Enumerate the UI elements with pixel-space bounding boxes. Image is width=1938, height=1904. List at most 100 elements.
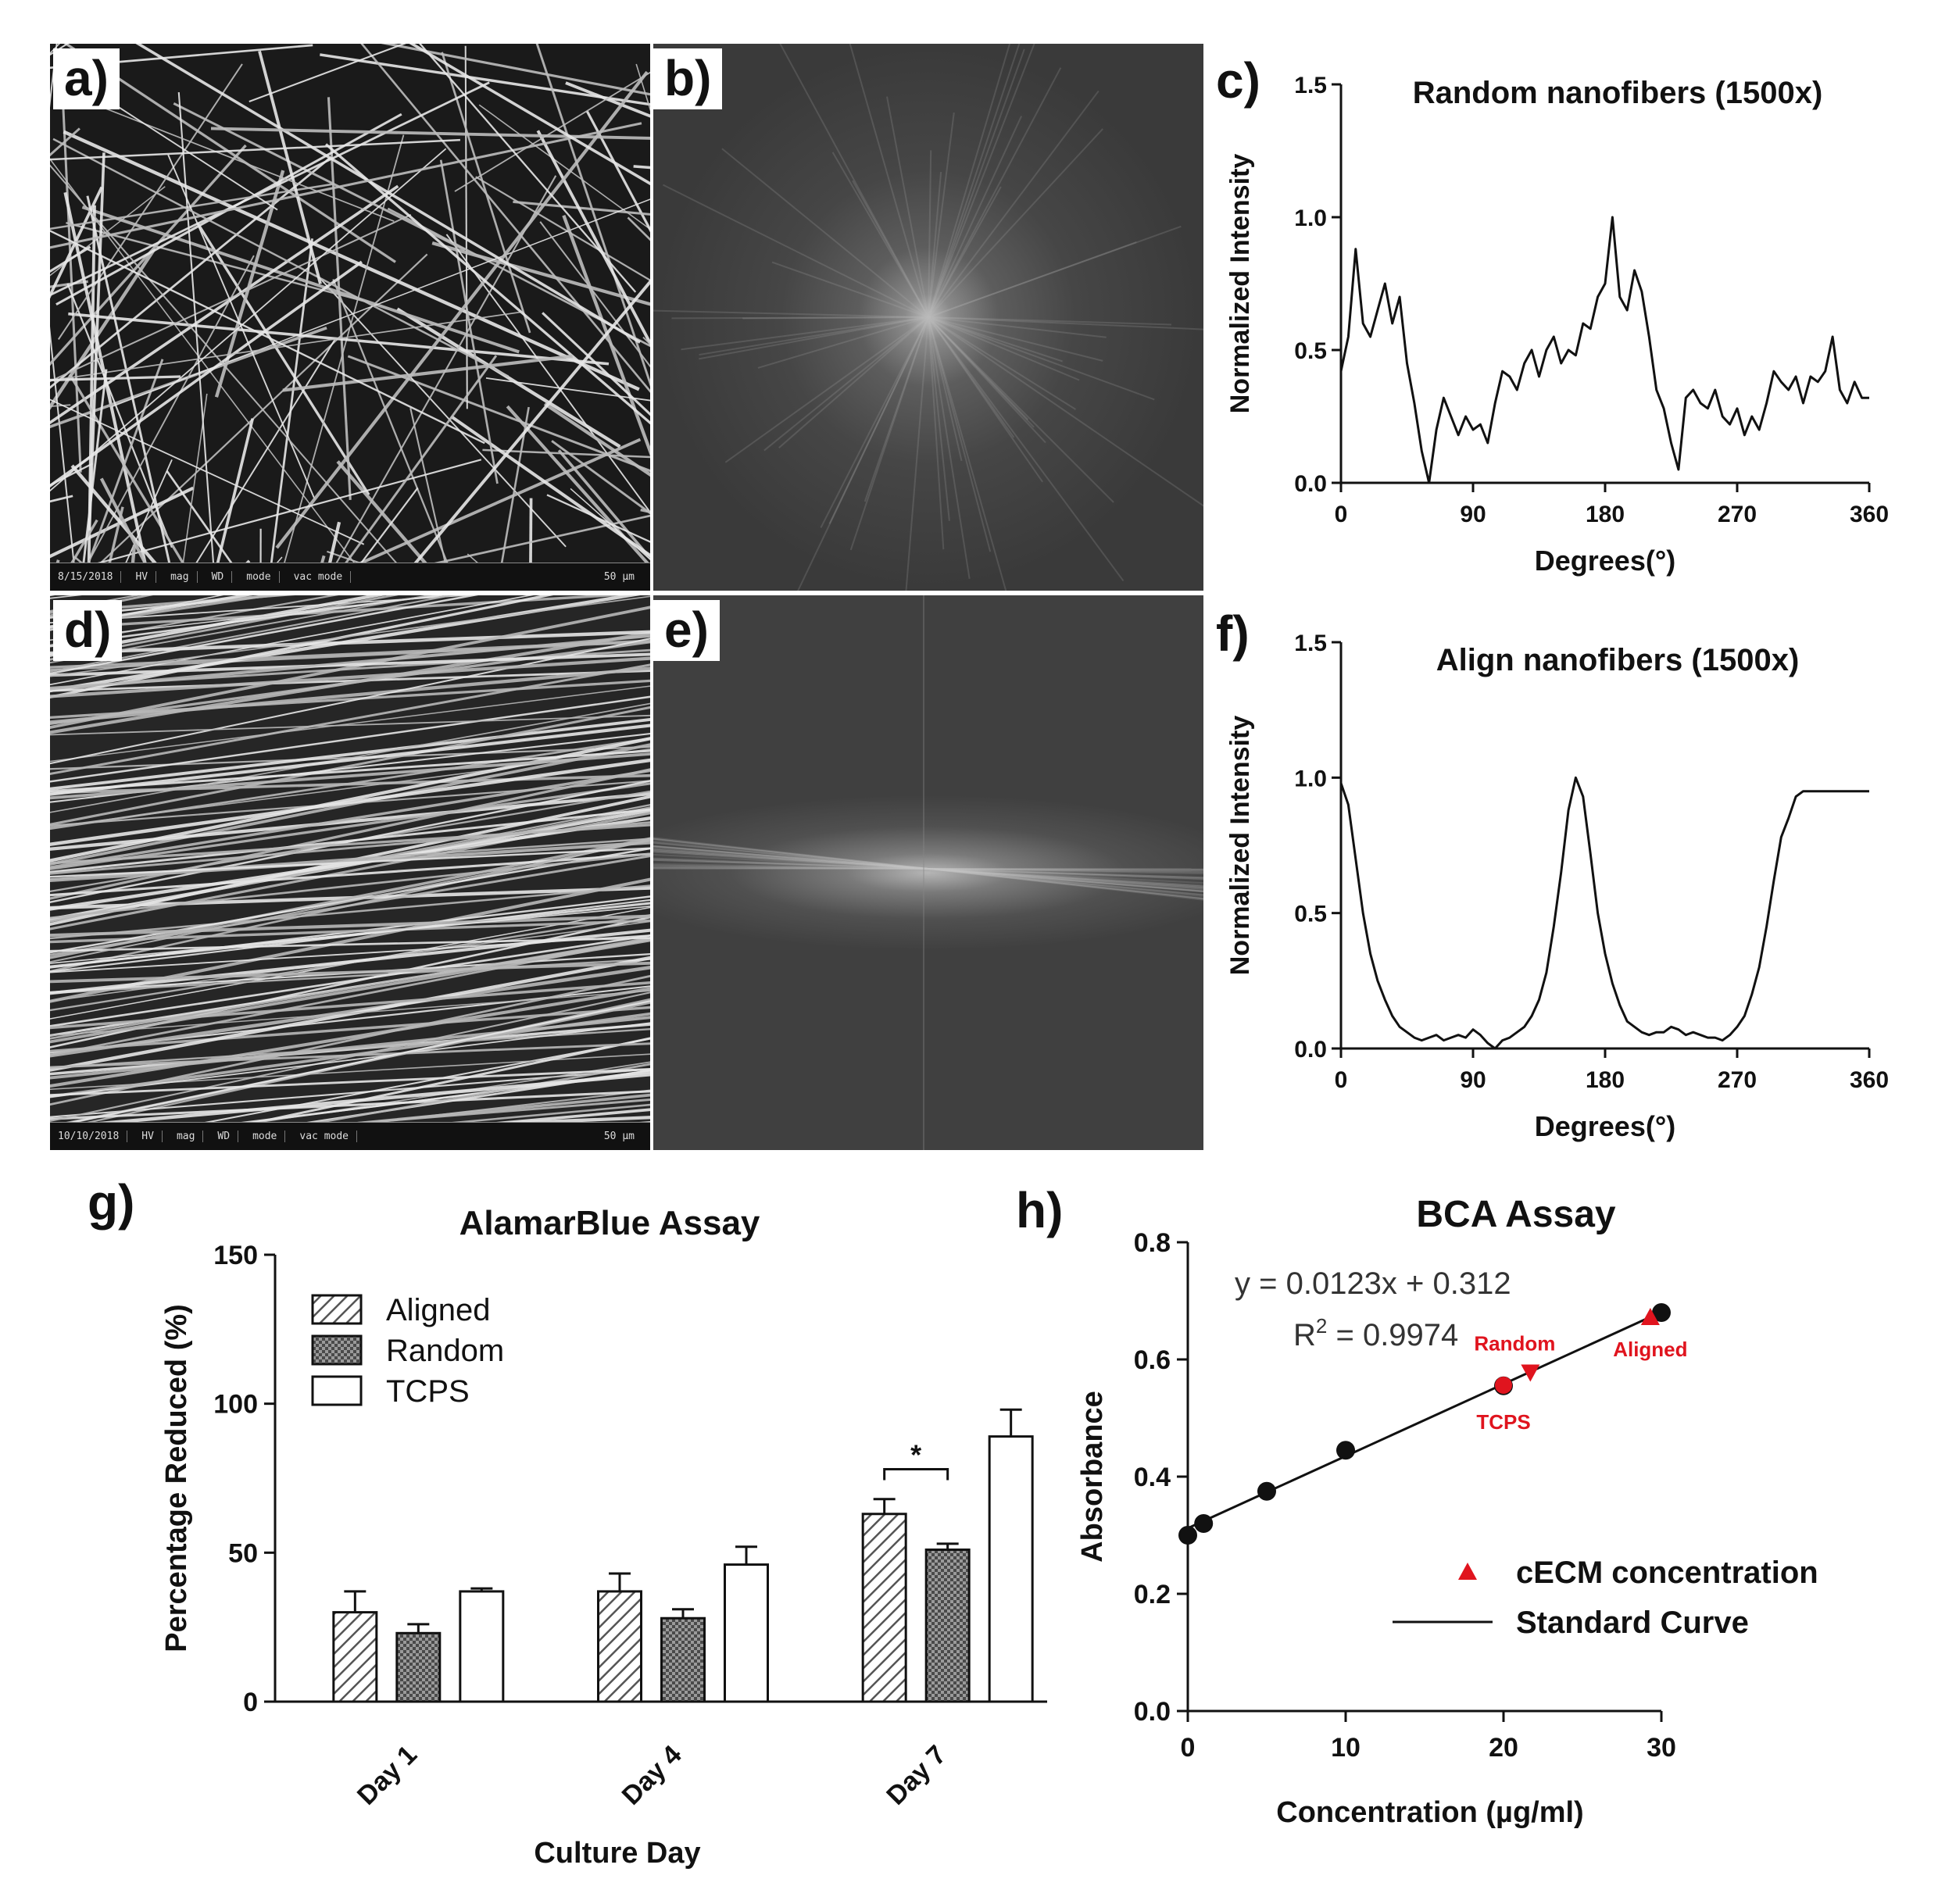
sem-fiber	[50, 595, 288, 619]
sem-fiber	[50, 230, 485, 445]
sem-fiber	[50, 852, 650, 897]
sem-d-info-hv: HV	[141, 1131, 163, 1142]
sem-fiber	[50, 486, 195, 559]
bar-tcps	[724, 1563, 769, 1703]
fft-ray	[928, 225, 1182, 318]
sem-d-scale-bar: 50 µm	[603, 1131, 635, 1142]
fft-streak	[653, 866, 1203, 871]
sem-fiber	[439, 159, 499, 484]
y-tick-label: 0.0	[1294, 471, 1327, 497]
sem-fiber	[450, 415, 650, 558]
panel-label-f: f)	[1216, 605, 1250, 662]
fft-streak	[653, 848, 1203, 889]
fft-ray	[699, 316, 929, 360]
sem-fiber	[50, 840, 650, 963]
sem-fiber	[88, 152, 105, 530]
sem-fiber	[50, 656, 650, 698]
sample-point-aligned	[1640, 1308, 1660, 1325]
fft-ray	[699, 316, 929, 356]
fft-ray	[653, 309, 929, 318]
sem-fiber	[50, 1068, 650, 1118]
chart-title: AlamarBlue Assay	[459, 1204, 760, 1242]
panel-label-d: d)	[53, 600, 123, 661]
sem-fiber	[112, 198, 650, 407]
sem-fiber	[319, 277, 567, 548]
fft-aligned-streak	[653, 595, 1203, 1150]
sem-fiber	[50, 847, 650, 878]
sem-fiber	[50, 634, 650, 691]
fft-ray	[928, 67, 1062, 318]
r-squared-sup: 2	[1316, 1314, 1327, 1338]
fft-ray	[928, 316, 1171, 326]
x-tick-label: 30	[1647, 1733, 1676, 1763]
fft-streak	[653, 850, 1203, 888]
fft-ray	[928, 316, 1043, 483]
x-tick-label: 90	[1460, 502, 1486, 527]
y-tick-label: 0.5	[1294, 338, 1327, 364]
x-tick-label: 0	[1335, 502, 1348, 527]
sem-fiber	[57, 63, 243, 341]
sem-fiber	[50, 138, 460, 161]
sem-fiber	[585, 110, 650, 233]
sem-fiber	[50, 595, 445, 648]
sem-fiber	[86, 195, 177, 591]
sem-fiber	[275, 70, 649, 549]
sem-fiber	[50, 666, 650, 724]
significance-bracket	[883, 1468, 949, 1481]
y-tick-label: 50	[228, 1538, 258, 1568]
fft-ray	[671, 316, 929, 320]
sem-fiber	[327, 97, 352, 500]
sem-fiber	[50, 768, 650, 900]
x-tick-label: 10	[1331, 1733, 1361, 1763]
fft-random-rays	[653, 44, 1203, 591]
sem-fiber	[50, 375, 181, 382]
sem-fiber	[50, 595, 650, 677]
sem-fiber	[79, 369, 108, 591]
y-tick-label: 0	[243, 1688, 258, 1717]
sem-fiber	[50, 44, 58, 108]
fft-ray	[928, 241, 1137, 318]
fft-ray	[928, 48, 1025, 318]
y-tick-label: 1.5	[1294, 73, 1327, 98]
fft-streak	[653, 837, 1203, 901]
sem-fiber	[542, 312, 650, 416]
sem-fiber	[557, 449, 650, 561]
sem-fiber	[50, 663, 650, 776]
sem-fiber	[50, 311, 521, 381]
fft-ray	[849, 44, 929, 318]
sem-fiber	[50, 1006, 650, 1053]
bar-random	[395, 1631, 442, 1703]
sem-fiber	[441, 52, 531, 334]
sem-fiber	[50, 1068, 650, 1097]
x-tick-label: 360	[1850, 502, 1889, 527]
chart-title: Random nanofibers (1500x)	[1413, 76, 1823, 110]
sem-fiber	[50, 981, 650, 1030]
sem-fiber	[475, 176, 650, 281]
sem-fiber	[50, 638, 650, 765]
sem-fiber	[50, 937, 650, 1040]
sem-image-random: a) 8/15/2018 HV mag WD mode vac mode 50 …	[50, 44, 650, 591]
y-tick-label: 0.4	[1134, 1463, 1171, 1492]
fft-streak	[653, 848, 1203, 890]
sem-fiber	[50, 898, 650, 973]
sem-fiber	[543, 402, 650, 477]
fft-ray	[928, 316, 1029, 420]
sem-fiber	[156, 1063, 650, 1150]
sem-fiber	[50, 961, 650, 984]
fft-streak	[653, 845, 1203, 893]
sem-fiber	[70, 464, 181, 591]
sem-fiber	[70, 253, 428, 591]
sem-a-info-date: 8/15/2018	[58, 571, 122, 583]
y-tick-label: 0.0	[1134, 1697, 1171, 1727]
panel-label-e: e)	[653, 600, 720, 661]
sem-fiber	[50, 679, 650, 720]
sem-fiber	[50, 595, 295, 614]
y-tick-label: 150	[213, 1241, 258, 1270]
fft-ray	[820, 316, 929, 528]
x-axis-label: Degrees(°)	[1535, 545, 1675, 577]
fft-streak	[653, 859, 1203, 879]
fft-ray	[928, 44, 1035, 318]
sem-fiber	[295, 438, 642, 591]
sem-fiber	[258, 50, 322, 284]
fft-ray	[721, 148, 929, 318]
